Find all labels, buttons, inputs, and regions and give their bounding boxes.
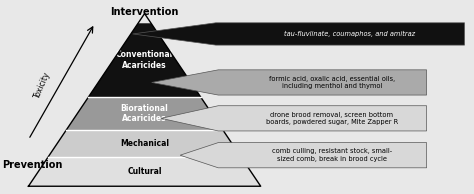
Polygon shape xyxy=(28,157,261,186)
Text: tau-fluvlinate, coumaphos, and amitraz: tau-fluvlinate, coumaphos, and amitraz xyxy=(284,31,415,37)
Text: formic acid, oxalic acid, essential oils,
including menthol and thymol: formic acid, oxalic acid, essential oils… xyxy=(269,76,395,89)
Text: Biorational
Acaricides: Biorational Acaricides xyxy=(121,104,168,123)
Text: comb culling, resistant stock, small-
sized comb, break in brood cycle: comb culling, resistant stock, small- si… xyxy=(272,148,392,162)
Text: Toxicity: Toxicity xyxy=(33,70,52,100)
Polygon shape xyxy=(152,70,427,95)
Polygon shape xyxy=(66,97,223,130)
Text: Intervention: Intervention xyxy=(110,7,179,17)
Text: Cultural: Cultural xyxy=(128,167,162,176)
Text: Prevention: Prevention xyxy=(2,160,63,170)
Polygon shape xyxy=(180,143,427,168)
Polygon shape xyxy=(133,23,465,45)
Polygon shape xyxy=(89,23,201,97)
Polygon shape xyxy=(48,130,241,157)
Polygon shape xyxy=(161,106,427,131)
Text: Mechanical: Mechanical xyxy=(120,139,169,148)
Text: drone brood removal, screen bottom
boards, powdered sugar, Mite Zapper R: drone brood removal, screen bottom board… xyxy=(266,112,398,125)
Text: Conventional
Acaricides: Conventional Acaricides xyxy=(116,50,173,70)
